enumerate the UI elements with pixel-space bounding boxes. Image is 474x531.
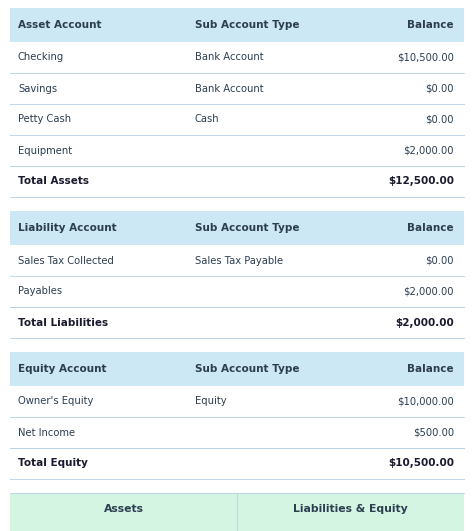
Text: Sub Account Type: Sub Account Type	[195, 364, 300, 374]
Text: $0.00: $0.00	[426, 83, 454, 93]
Text: Bank Account: Bank Account	[195, 53, 264, 63]
Text: Liability Account: Liability Account	[18, 223, 117, 233]
Text: Owner's Equity: Owner's Equity	[18, 397, 93, 407]
Text: $0.00: $0.00	[426, 255, 454, 266]
Text: Net Income: Net Income	[18, 427, 75, 438]
Text: $12,500.00: $12,500.00	[388, 176, 454, 186]
Bar	[10, 211, 464, 245]
Text: Balance: Balance	[407, 364, 454, 374]
Bar	[10, 8, 464, 42]
Text: $0.00: $0.00	[426, 115, 454, 124]
Text: $2,000.00: $2,000.00	[403, 287, 454, 296]
Text: $2,000.00: $2,000.00	[403, 145, 454, 156]
Text: Sub Account Type: Sub Account Type	[195, 20, 300, 30]
Text: Asset Account: Asset Account	[18, 20, 101, 30]
Text: $10,500.00: $10,500.00	[397, 53, 454, 63]
Text: Sales Tax Payable: Sales Tax Payable	[195, 255, 283, 266]
Text: Total Liabilities: Total Liabilities	[18, 318, 108, 328]
Text: Sales Tax Collected: Sales Tax Collected	[18, 255, 114, 266]
Text: Total Equity: Total Equity	[18, 458, 88, 468]
Text: Savings: Savings	[18, 83, 57, 93]
Text: $10,000.00: $10,000.00	[397, 397, 454, 407]
Text: Petty Cash: Petty Cash	[18, 115, 71, 124]
Text: Assets: Assets	[103, 504, 144, 514]
Bar	[10, 493, 464, 531]
Text: Bank Account: Bank Account	[195, 83, 264, 93]
Text: Balance: Balance	[407, 223, 454, 233]
Text: Sub Account Type: Sub Account Type	[195, 223, 300, 233]
Text: $2,000.00: $2,000.00	[395, 318, 454, 328]
Text: Cash: Cash	[195, 115, 219, 124]
Bar	[10, 352, 464, 386]
Text: $10,500.00: $10,500.00	[388, 458, 454, 468]
Text: $500.00: $500.00	[413, 427, 454, 438]
Text: Equity: Equity	[195, 397, 227, 407]
Text: Equipment: Equipment	[18, 145, 72, 156]
Text: Equity Account: Equity Account	[18, 364, 107, 374]
Text: Total Assets: Total Assets	[18, 176, 89, 186]
Text: Checking: Checking	[18, 53, 64, 63]
Text: Payables: Payables	[18, 287, 62, 296]
Text: Liabilities & Equity: Liabilities & Equity	[293, 504, 408, 514]
Text: Balance: Balance	[407, 20, 454, 30]
